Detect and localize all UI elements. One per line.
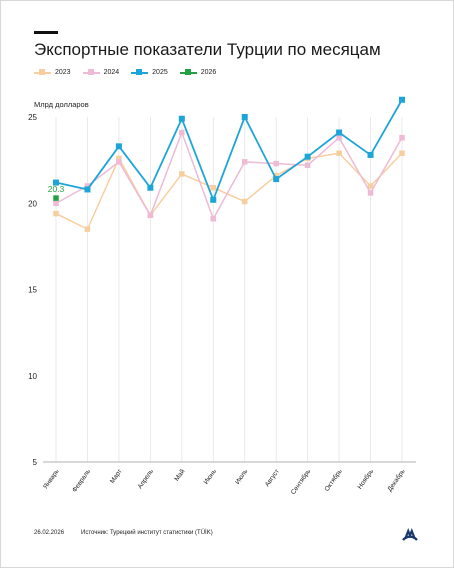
series-line-2024 — [55, 131, 403, 220]
point-2025-6 — [241, 114, 248, 120]
y-tick-label-10: 10 — [28, 372, 37, 381]
point-2024-11 — [399, 134, 405, 141]
title-accent-bar — [34, 31, 58, 34]
y-tick-label-5: 5 — [33, 458, 38, 467]
point-2023-4 — [179, 171, 185, 177]
point-2024-2 — [116, 159, 122, 165]
point-2025-9 — [336, 129, 343, 136]
point-2025-11 — [399, 96, 405, 103]
y-tick-label-15: 15 — [28, 286, 37, 295]
point-2025-10 — [367, 151, 374, 158]
x-tick-label-2: Март — [109, 468, 124, 485]
point-2024-10 — [367, 190, 374, 196]
legend-item-2026: 2026 — [179, 69, 217, 76]
x-tick-label-8: Сентябрь — [289, 467, 313, 496]
x-tick-label-10: Ноябрь — [356, 467, 376, 491]
point-2024-5 — [210, 216, 217, 222]
point-2023-9 — [336, 150, 342, 156]
chart-legend: 2023 2024 2025 2026 — [34, 69, 228, 76]
point-2025-3 — [147, 184, 154, 191]
point-2023-7 — [273, 172, 279, 179]
x-tick-label-9: Октябрь — [323, 467, 344, 493]
x-tick-label-5: Июнь — [203, 468, 219, 486]
x-tick-label-11: Декабрь — [386, 467, 407, 493]
point-2023-0 — [53, 210, 59, 217]
footer-date: 26.02.2026 — [34, 530, 65, 536]
legend-swatch-2026 — [179, 69, 197, 75]
y-tick-label-25: 25 — [28, 113, 37, 122]
legend-item-2023: 2023 — [34, 69, 71, 76]
x-tick-label-0: Январь — [42, 468, 61, 491]
point-2025-1 — [84, 186, 91, 193]
legend-swatch-2023 — [34, 69, 51, 75]
legend-label-2023: 2023 — [55, 69, 71, 76]
x-tick-label-6: Июль — [234, 468, 250, 486]
y-axis-label: Млрд долларов — [34, 100, 89, 109]
point-2023-5 — [210, 184, 217, 191]
x-tick-label-1: Февраль — [71, 468, 92, 494]
point-2024-0 — [53, 200, 59, 206]
legend-swatch-2025 — [131, 69, 149, 75]
series-line-2023 — [55, 152, 403, 230]
legend-label-2025: 2025 — [152, 69, 168, 76]
data-label-2026-0: 20.3 — [48, 184, 65, 194]
point-2025-2 — [115, 143, 122, 150]
point-2024-9 — [336, 134, 342, 141]
x-tick-label-7: Август — [264, 468, 281, 488]
point-2023-1 — [84, 226, 91, 232]
point-2024-8 — [304, 162, 311, 169]
point-2025-5 — [210, 196, 217, 203]
point-2023-6 — [241, 198, 248, 205]
chart-title: Экспортные показатели Турции по месяцам — [34, 40, 381, 59]
footer-source: Источник: Турецкий институт статистики (… — [81, 530, 213, 536]
point-2024-6 — [241, 159, 248, 165]
x-tick-label-3: Апрель — [137, 468, 156, 491]
legend-label-2026: 2026 — [200, 69, 217, 76]
series-line-2025 — [55, 99, 403, 201]
point-2024-3 — [147, 212, 154, 219]
y-tick-label-20: 20 — [28, 199, 37, 208]
point-2026-0 — [53, 195, 59, 201]
point-2025-4 — [178, 115, 185, 122]
legend-item-2025: 2025 — [131, 69, 168, 76]
legend-label-2024: 2024 — [103, 69, 120, 76]
point-2023-2 — [116, 155, 122, 162]
point-2024-7 — [273, 160, 279, 167]
point-2023-11 — [399, 150, 405, 156]
legend-swatch-2024 — [82, 69, 100, 75]
point-2025-0 — [53, 179, 59, 186]
point-2023-10 — [367, 183, 374, 189]
point-2024-4 — [179, 129, 185, 136]
point-2024-1 — [84, 183, 91, 189]
point-2025-8 — [304, 153, 311, 160]
aa-logo-icon — [402, 528, 418, 541]
point-2025-7 — [273, 176, 280, 183]
x-tick-label-4: Май — [173, 467, 187, 482]
legend-item-2024: 2024 — [82, 69, 120, 76]
